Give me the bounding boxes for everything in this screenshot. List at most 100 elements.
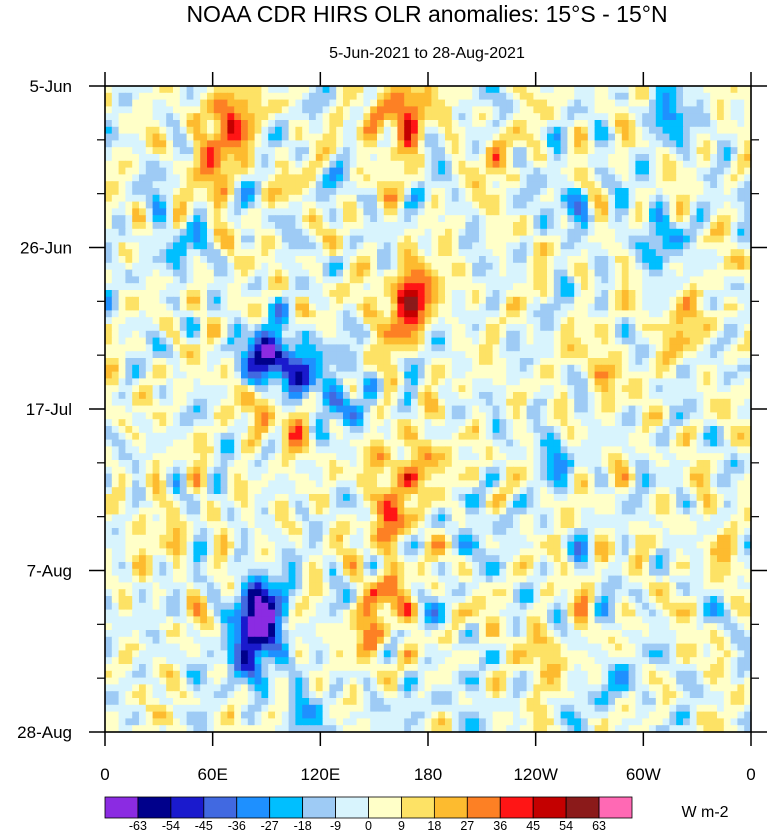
anomaly-cell	[669, 242, 677, 250]
anomaly-cell	[730, 303, 738, 311]
anomaly-cell	[349, 364, 358, 373]
anomaly-cell	[451, 167, 460, 175]
anomaly-cell	[547, 426, 555, 434]
anomaly-cell	[173, 426, 181, 434]
anomaly-cell	[519, 330, 528, 339]
anomaly-cell	[567, 385, 575, 393]
anomaly-cell	[676, 310, 684, 318]
anomaly-cell	[553, 160, 562, 169]
anomaly-cell	[621, 344, 630, 352]
anomaly-cell	[343, 324, 351, 332]
anomaly-cell	[533, 405, 541, 413]
anomaly-cell	[492, 296, 500, 305]
anomaly-cell	[424, 92, 432, 101]
anomaly-cell	[281, 385, 290, 393]
anomaly-cell	[533, 222, 541, 230]
anomaly-cell	[553, 317, 562, 325]
anomaly-cell	[492, 419, 500, 427]
anomaly-cell	[193, 398, 201, 407]
anomaly-cell	[159, 215, 167, 223]
anomaly-cell	[424, 330, 432, 339]
anomaly-cell	[540, 140, 548, 148]
anomaly-cell	[336, 364, 344, 373]
anomaly-cell	[424, 283, 432, 291]
anomaly-cell	[703, 385, 711, 393]
anomaly-cell	[227, 92, 235, 101]
anomaly-cell	[132, 358, 140, 366]
anomaly-cell	[377, 337, 385, 345]
anomaly-cell	[662, 126, 670, 135]
anomaly-cell	[506, 351, 514, 359]
anomaly-cell	[417, 364, 426, 373]
anomaly-cell	[506, 412, 514, 420]
anomaly-cell	[737, 133, 745, 141]
anomaly-cell	[737, 147, 745, 155]
anomaly-cell	[220, 344, 228, 352]
anomaly-cell	[125, 133, 133, 141]
anomaly-cell	[179, 120, 188, 128]
anomaly-cell	[322, 398, 330, 407]
anomaly-cell	[574, 167, 582, 175]
anomaly-cell	[207, 147, 215, 155]
anomaly-cell	[179, 147, 188, 155]
anomaly-cell	[268, 412, 276, 420]
anomaly-cell	[404, 188, 412, 196]
anomaly-cell	[601, 194, 609, 203]
anomaly-cell	[451, 133, 460, 141]
anomaly-cell	[302, 133, 310, 141]
anomaly-cell	[302, 303, 310, 311]
anomaly-cell	[200, 296, 208, 305]
anomaly-cell	[261, 419, 269, 427]
anomaly-cell	[635, 120, 643, 128]
anomaly-cell	[186, 398, 194, 407]
anomaly-cell	[547, 432, 555, 441]
anomaly-cell	[506, 392, 514, 400]
anomaly-cell	[540, 249, 548, 257]
anomaly-cell	[302, 167, 310, 175]
anomaly-cell	[567, 86, 575, 94]
anomaly-cell	[152, 262, 160, 271]
anomaly-cell	[288, 256, 296, 264]
anomaly-cell	[547, 133, 555, 141]
anomaly-cell	[696, 235, 704, 243]
anomaly-cell	[288, 385, 296, 393]
anomaly-cell	[628, 106, 636, 114]
anomaly-cell	[213, 147, 222, 155]
anomaly-cell	[159, 174, 167, 182]
anomaly-cell	[288, 432, 296, 441]
anomaly-cell	[220, 439, 228, 447]
anomaly-cell	[220, 256, 228, 264]
anomaly-cell	[601, 364, 609, 373]
anomaly-cell	[417, 208, 426, 216]
anomaly-cell	[669, 385, 677, 393]
anomaly-cell	[336, 249, 344, 257]
anomaly-cell	[683, 126, 691, 135]
anomaly-cell	[465, 283, 473, 291]
anomaly-cell	[261, 324, 269, 332]
anomaly-cell	[669, 167, 677, 175]
anomaly-cell	[655, 167, 664, 175]
anomaly-cell	[581, 358, 589, 366]
anomaly-cell	[662, 303, 670, 311]
anomaly-cell	[159, 364, 167, 373]
anomaly-cell	[689, 317, 698, 325]
anomaly-cell	[662, 188, 670, 196]
anomaly-cell	[370, 222, 378, 230]
anomaly-cell	[343, 358, 351, 366]
anomaly-cell	[696, 133, 704, 141]
anomaly-cell	[635, 228, 643, 237]
anomaly-cell	[166, 412, 174, 420]
anomaly-cell	[587, 385, 596, 393]
anomaly-cell	[424, 235, 432, 243]
anomaly-cell	[567, 364, 575, 373]
anomaly-cell	[458, 398, 466, 407]
anomaly-cell	[526, 249, 534, 257]
anomaly-cell	[356, 385, 364, 393]
anomaly-cell	[649, 181, 657, 189]
anomaly-cell	[105, 405, 113, 413]
anomaly-cell	[139, 283, 147, 291]
anomaly-cell	[132, 86, 140, 94]
anomaly-cell	[125, 140, 133, 148]
anomaly-cell	[166, 358, 174, 366]
anomaly-cell	[336, 228, 344, 237]
